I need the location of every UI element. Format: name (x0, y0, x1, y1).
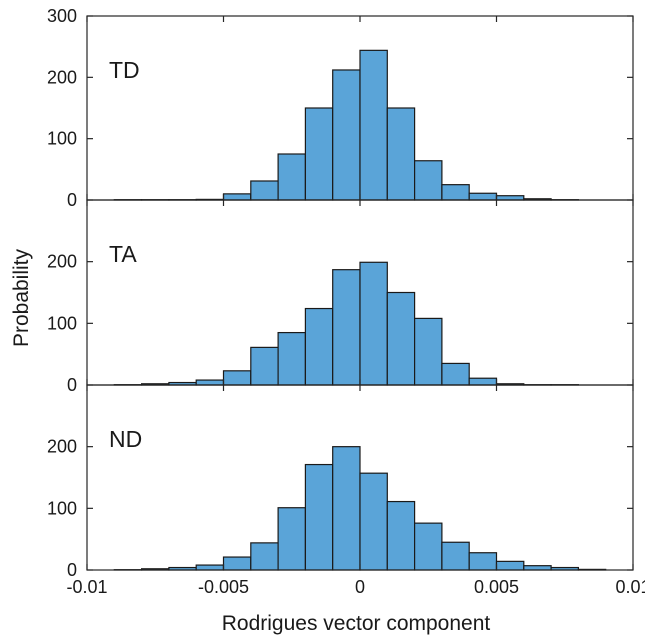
histogram-bar (359, 261, 388, 386)
histogram-bar (441, 184, 470, 201)
panel-label: TD (109, 57, 140, 83)
histogram-bar (414, 160, 443, 201)
histogram-bar (414, 317, 443, 386)
histogram-bar (468, 192, 498, 201)
y-tick-label: 100 (47, 313, 77, 333)
histogram-bar (277, 507, 307, 571)
histogram-bar (386, 500, 416, 571)
histogram-bar (332, 69, 361, 201)
histogram-bar (277, 153, 307, 201)
histogram-bar (386, 107, 416, 201)
panel-label: TA (109, 241, 137, 267)
histogram-bar (195, 564, 225, 571)
histogram-bar (359, 472, 388, 571)
histogram-bar (250, 180, 279, 201)
y-tick-label: 200 (47, 252, 77, 272)
histogram-bar (441, 362, 470, 386)
y-tick-label: 200 (47, 67, 77, 87)
y-tick-label: 200 (47, 437, 77, 457)
panel-td: 0 100 200 300 TD (47, 6, 634, 210)
histogram-bar (495, 560, 525, 571)
histogram-bar (332, 269, 361, 386)
y-tick-label: 100 (47, 129, 77, 149)
y-tick-label: 100 (47, 498, 77, 518)
histogram-bar (386, 291, 416, 386)
panel-ta: 0 100 200 TA (47, 199, 634, 395)
histogram-bar (304, 463, 334, 571)
y-tick-label: 0 (67, 560, 77, 580)
histogram-bar (304, 107, 334, 201)
histogram-bar (277, 331, 307, 386)
histogram-bar (414, 522, 443, 571)
y-tick-label: 0 (67, 375, 77, 395)
y-tick-label: 0 (67, 190, 77, 210)
histogram-bar (359, 49, 388, 201)
x-axis: -0.01 -0.005 0 0.005 0.01 (66, 577, 645, 597)
histogram-bar (468, 377, 498, 386)
x-tick-label: -0.005 (198, 577, 249, 597)
x-tick-label: -0.01 (66, 577, 107, 597)
histogram-bar (222, 370, 252, 386)
histogram-bar (304, 307, 334, 386)
y-tick-label: 300 (47, 6, 77, 26)
panel-label: ND (109, 426, 142, 452)
y-axis-title: Probability (10, 248, 33, 347)
histogram-bar (332, 446, 361, 571)
x-tick-label: 0.005 (474, 577, 519, 597)
histogram-bar (523, 565, 552, 571)
x-tick-label: 0.01 (615, 577, 645, 597)
histogram-bar (222, 556, 252, 571)
histogram-bar (195, 379, 225, 386)
histogram-bar (495, 195, 525, 201)
histogram-panels: 0 100 200 300 TD 0 100 200 TA 0 100 200 ND (47, 6, 634, 580)
x-axis-title: Rodrigues vector component (222, 612, 491, 635)
histogram-bar (468, 552, 498, 571)
x-tick-label: 0 (355, 577, 365, 597)
panel-nd: 0 100 200 ND (47, 384, 634, 580)
histogram-bar (250, 542, 279, 571)
histogram-bar (441, 541, 470, 571)
histogram-bar (222, 193, 252, 201)
histogram-bar (250, 346, 279, 386)
